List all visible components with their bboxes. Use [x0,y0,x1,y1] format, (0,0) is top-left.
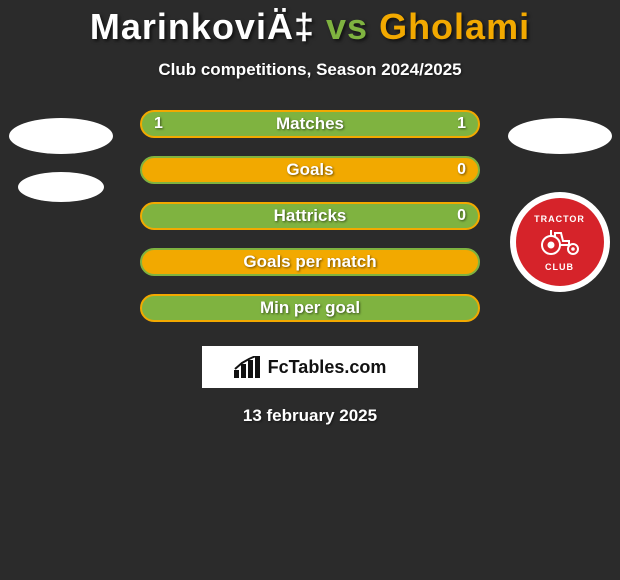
title-vs: vs [326,6,368,47]
stat-right-value: 0 [457,161,466,179]
stat-row-goals-per-match: Goals per match [140,248,480,276]
comparison-title: MarinkoviÄ‡ vs Gholami [0,0,620,48]
stat-label: Goals [142,160,478,180]
stat-label: Hattricks [142,206,478,226]
stat-right-value: 1 [457,115,466,133]
badge-bottom-text: CLUB [545,262,574,272]
date-text: 13 february 2025 [0,406,620,426]
stat-row-min-per-goal: Min per goal [140,294,480,322]
bars-icon [234,356,262,378]
stat-left-value: 1 [154,115,163,133]
attribution-text: FcTables.com [268,357,387,378]
title-right-name: Gholami [379,6,530,47]
left-player-column [8,118,113,202]
stat-label: Goals per match [142,252,478,272]
stat-row-hattricks: Hattricks 0 [140,202,480,230]
stat-row-matches: 1 Matches 1 [140,110,480,138]
right-player-column: TRACTOR CLUB [507,118,612,292]
right-club-badge: TRACTOR CLUB [510,192,610,292]
stat-row-goals: Goals 0 [140,156,480,184]
right-flag-placeholder [508,118,612,154]
stat-label: Min per goal [142,298,478,318]
title-left-name: MarinkoviÄ‡ [90,6,315,47]
attribution-box: FcTables.com [202,346,418,388]
badge-inner: TRACTOR CLUB [516,198,604,286]
season-subtitle: Club competitions, Season 2024/2025 [0,60,620,80]
stat-label: Matches [142,114,478,134]
left-flag-placeholder [9,118,113,154]
badge-top-text: TRACTOR [534,214,585,224]
left-club-placeholder [18,172,104,202]
stat-right-value: 0 [457,207,466,225]
tractor-icon [537,227,583,260]
